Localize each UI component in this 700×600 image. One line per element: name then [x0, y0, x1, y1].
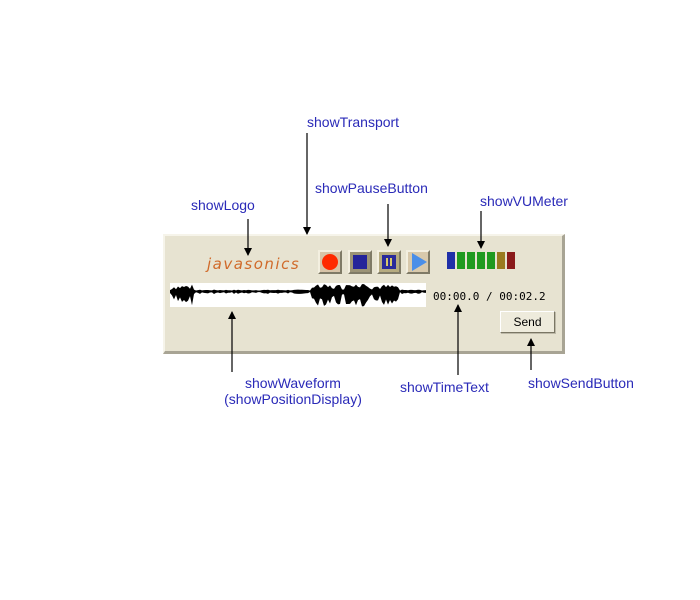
vu-segment	[447, 252, 455, 269]
time-text: 00:00.0 / 00:02.2	[433, 290, 546, 303]
waveform-graph	[170, 284, 426, 307]
stop-icon	[353, 255, 367, 269]
label-show-waveform: showWaveform (showPositionDisplay)	[215, 375, 371, 407]
vu-segment	[497, 252, 505, 269]
record-icon	[322, 254, 338, 270]
waveform-display[interactable]	[170, 283, 426, 307]
pause-icon	[382, 255, 396, 269]
label-show-send-button: showSendButton	[528, 375, 634, 391]
recorder-applet-panel: javasonics 00:00.0 / 00:02.2 Send	[163, 234, 565, 354]
label-show-logo: showLogo	[191, 197, 255, 213]
label-show-waveform-line1: showWaveform	[245, 375, 341, 391]
vu-segment	[487, 252, 495, 269]
vu-segment	[467, 252, 475, 269]
vu-meter	[447, 252, 515, 269]
play-icon	[412, 253, 427, 271]
vu-segment	[507, 252, 515, 269]
vu-segment	[457, 252, 465, 269]
send-button[interactable]: Send	[500, 311, 555, 333]
pause-button[interactable]	[377, 250, 401, 274]
label-show-time-text: showTimeText	[400, 379, 489, 395]
javasonics-logo: javasonics	[207, 255, 301, 273]
label-show-vu-meter: showVUMeter	[480, 193, 568, 209]
play-button[interactable]	[406, 250, 430, 274]
vu-segment	[477, 252, 485, 269]
stop-button[interactable]	[348, 250, 372, 274]
label-show-waveform-line2: (showPositionDisplay)	[224, 391, 362, 407]
record-button[interactable]	[318, 250, 342, 274]
label-show-pause-button: showPauseButton	[315, 180, 428, 196]
label-show-transport: showTransport	[307, 114, 400, 130]
